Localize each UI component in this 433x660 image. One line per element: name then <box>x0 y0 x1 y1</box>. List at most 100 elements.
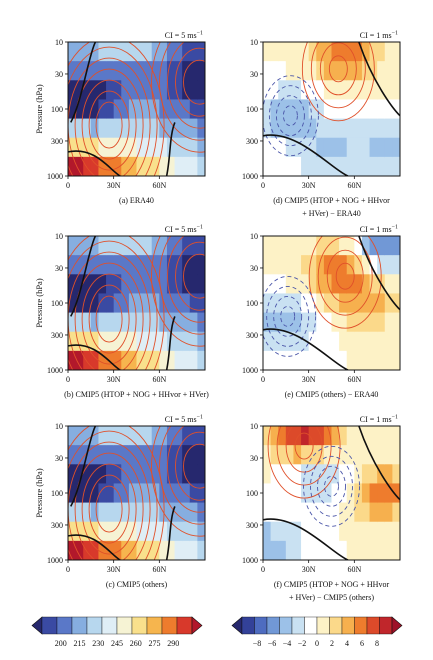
field-cell <box>159 137 168 158</box>
field-cell <box>68 483 77 504</box>
field-cell <box>98 331 107 352</box>
field-cell <box>323 255 333 275</box>
field-cell <box>83 137 92 158</box>
field-cell <box>174 255 183 275</box>
negative-contour <box>273 295 303 337</box>
field-cell <box>98 483 107 504</box>
field-cell <box>316 118 325 139</box>
field-cell <box>75 521 84 542</box>
field-cell <box>384 99 393 120</box>
field-cell <box>189 483 198 504</box>
field-cell <box>113 42 122 62</box>
field-cell <box>384 483 393 504</box>
field-cell <box>377 426 386 446</box>
field-cell <box>151 445 160 465</box>
field-cell <box>354 236 363 256</box>
field-cell <box>106 236 115 256</box>
polar-contour <box>159 426 205 525</box>
field-cell <box>331 61 340 81</box>
colorbar-segment <box>116 616 133 635</box>
field-cell <box>197 464 205 485</box>
field-cell <box>369 502 378 523</box>
field-cell <box>377 445 386 465</box>
field-cell <box>331 521 340 542</box>
field-cell <box>113 540 122 560</box>
field-cell <box>90 502 100 523</box>
colorbar-label: 200 <box>55 639 67 648</box>
field-cell <box>392 118 400 139</box>
field-cell <box>369 137 378 158</box>
field-cell <box>384 293 393 314</box>
field-cell <box>270 331 279 352</box>
field-cell <box>346 293 355 314</box>
field-cell <box>136 274 145 295</box>
field-cell <box>308 293 317 314</box>
field-cell <box>285 293 295 314</box>
field-cell <box>361 99 371 120</box>
field-cell <box>83 312 92 333</box>
field-cell <box>98 445 107 465</box>
field-cell <box>189 312 198 333</box>
field-cell <box>278 274 287 295</box>
field-cell <box>270 483 279 504</box>
field-cell <box>270 255 279 275</box>
x-tick-label: 60N <box>347 375 361 384</box>
ci-unit-superscript: −1 <box>392 225 398 231</box>
field-cell <box>189 426 198 446</box>
field-cell <box>166 236 176 256</box>
field-cell <box>189 137 198 158</box>
field-cell <box>285 42 295 62</box>
field-cell <box>361 118 371 139</box>
colorbar-label: 6 <box>360 639 364 648</box>
field-cell <box>166 99 176 120</box>
field-cell <box>83 80 92 101</box>
field-cell <box>128 464 138 485</box>
field-cell <box>263 236 272 256</box>
positive-contour <box>285 426 323 473</box>
field-cell <box>285 99 295 120</box>
field-cell <box>369 61 378 81</box>
field-cell <box>128 274 138 295</box>
field-cell <box>90 80 100 101</box>
field-cell <box>197 61 205 81</box>
field-cell <box>339 118 348 139</box>
field-cell <box>323 350 333 370</box>
x-tick-label: 0 <box>66 181 70 190</box>
field-cell <box>128 312 138 333</box>
colorbar-label: −6 <box>268 639 277 648</box>
field-cell <box>121 118 130 139</box>
field-cell <box>392 156 400 176</box>
y-tick-label: 300 <box>246 137 258 146</box>
field-cell <box>121 137 130 158</box>
field-cell <box>182 99 191 120</box>
field-cell <box>166 137 176 158</box>
x-tick-label: 0 <box>261 181 265 190</box>
field-cell <box>270 445 279 465</box>
field-cell <box>392 236 400 256</box>
field-cell <box>189 236 198 256</box>
y-tick-label: 1000 <box>47 556 63 565</box>
zero-contour <box>165 506 176 560</box>
field-cell <box>68 156 77 176</box>
field-cell <box>361 331 371 352</box>
y-tick-label: 300 <box>51 137 63 146</box>
field-cell <box>98 99 107 120</box>
field-cell <box>121 99 130 120</box>
field-cell <box>377 255 386 275</box>
field-cell <box>278 255 287 275</box>
jet-contour <box>88 90 130 160</box>
field-cell <box>346 156 355 176</box>
field-cell <box>354 502 363 523</box>
field-cell <box>159 255 168 275</box>
field-cell <box>75 540 84 560</box>
x-tick-label: 0 <box>261 565 265 574</box>
field-cell <box>83 331 92 352</box>
negative-contour <box>310 455 353 517</box>
field-cell <box>316 540 325 560</box>
field-cell <box>384 312 393 333</box>
field-cell <box>263 293 272 314</box>
field-cell <box>369 118 378 139</box>
field-cell <box>361 521 371 542</box>
field-cell <box>136 445 145 465</box>
field-cell <box>263 350 272 370</box>
